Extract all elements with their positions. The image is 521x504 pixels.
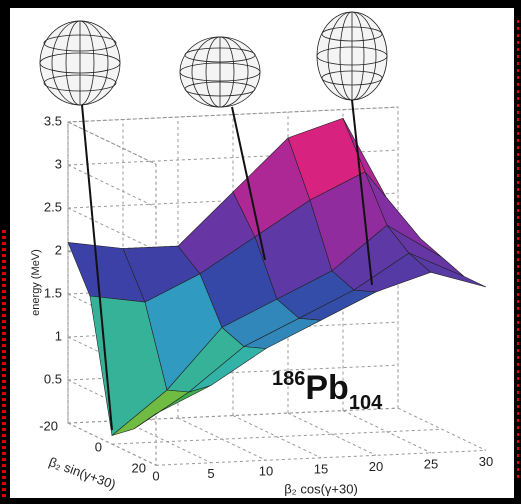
x-tick-label: 25 — [424, 456, 438, 471]
grid-line — [155, 449, 487, 466]
grid-line — [232, 415, 322, 459]
grid-line — [67, 164, 157, 208]
z-tick-label: 0.5 — [44, 371, 62, 386]
nucleus-shape — [316, 11, 388, 101]
surface-patch — [408, 252, 487, 288]
x-tick-label: 10 — [259, 464, 273, 479]
grid-line — [111, 428, 443, 445]
grid-line — [67, 207, 157, 251]
grid-line — [67, 121, 157, 165]
element-symbol: Pb — [305, 369, 348, 407]
z-tick-label: 1 — [55, 328, 62, 343]
z-tick-label: 1.5 — [44, 285, 62, 300]
pointer-line — [81, 104, 113, 431]
x-tick-label: 0 — [152, 469, 159, 484]
z-tick-label: 3 — [55, 156, 62, 171]
x-tick-label: 20 — [369, 459, 383, 474]
y-tick-label: 0 — [95, 440, 102, 455]
plot: 0.5 1 1.5 2 2.5 3 3.5 0 5 10 15 20 25 30 -20 0 20 energy … — [30, 106, 493, 496]
shapes — [39, 11, 388, 108]
y-tick-label: -20 — [39, 418, 58, 433]
grid-line — [287, 412, 377, 456]
mass-number: 186 — [272, 368, 305, 390]
x-axis-label: β₂ cos(γ+30) — [284, 481, 358, 496]
pointers — [81, 99, 373, 431]
grid-line — [67, 192, 399, 209]
pointer-line — [231, 106, 266, 261]
x-tick-label: 5 — [207, 466, 214, 481]
z-axis-label: energy (MeV) — [30, 249, 42, 316]
neutron-number: 104 — [349, 392, 383, 414]
nucleus-shape — [39, 20, 121, 106]
nucleus-label: 186Pb104 — [272, 368, 383, 414]
z-tick-label: 2 — [55, 242, 62, 257]
nucleus-shape — [179, 36, 261, 108]
x-tick-label: 15 — [314, 461, 328, 476]
z-tick-label: 3.5 — [44, 113, 62, 128]
y-tick-label: 20 — [132, 461, 146, 476]
z-tick-label: 2.5 — [44, 199, 62, 214]
x-tick-label: 30 — [479, 454, 493, 469]
pointer-line — [351, 99, 373, 286]
grid-line — [342, 410, 432, 454]
